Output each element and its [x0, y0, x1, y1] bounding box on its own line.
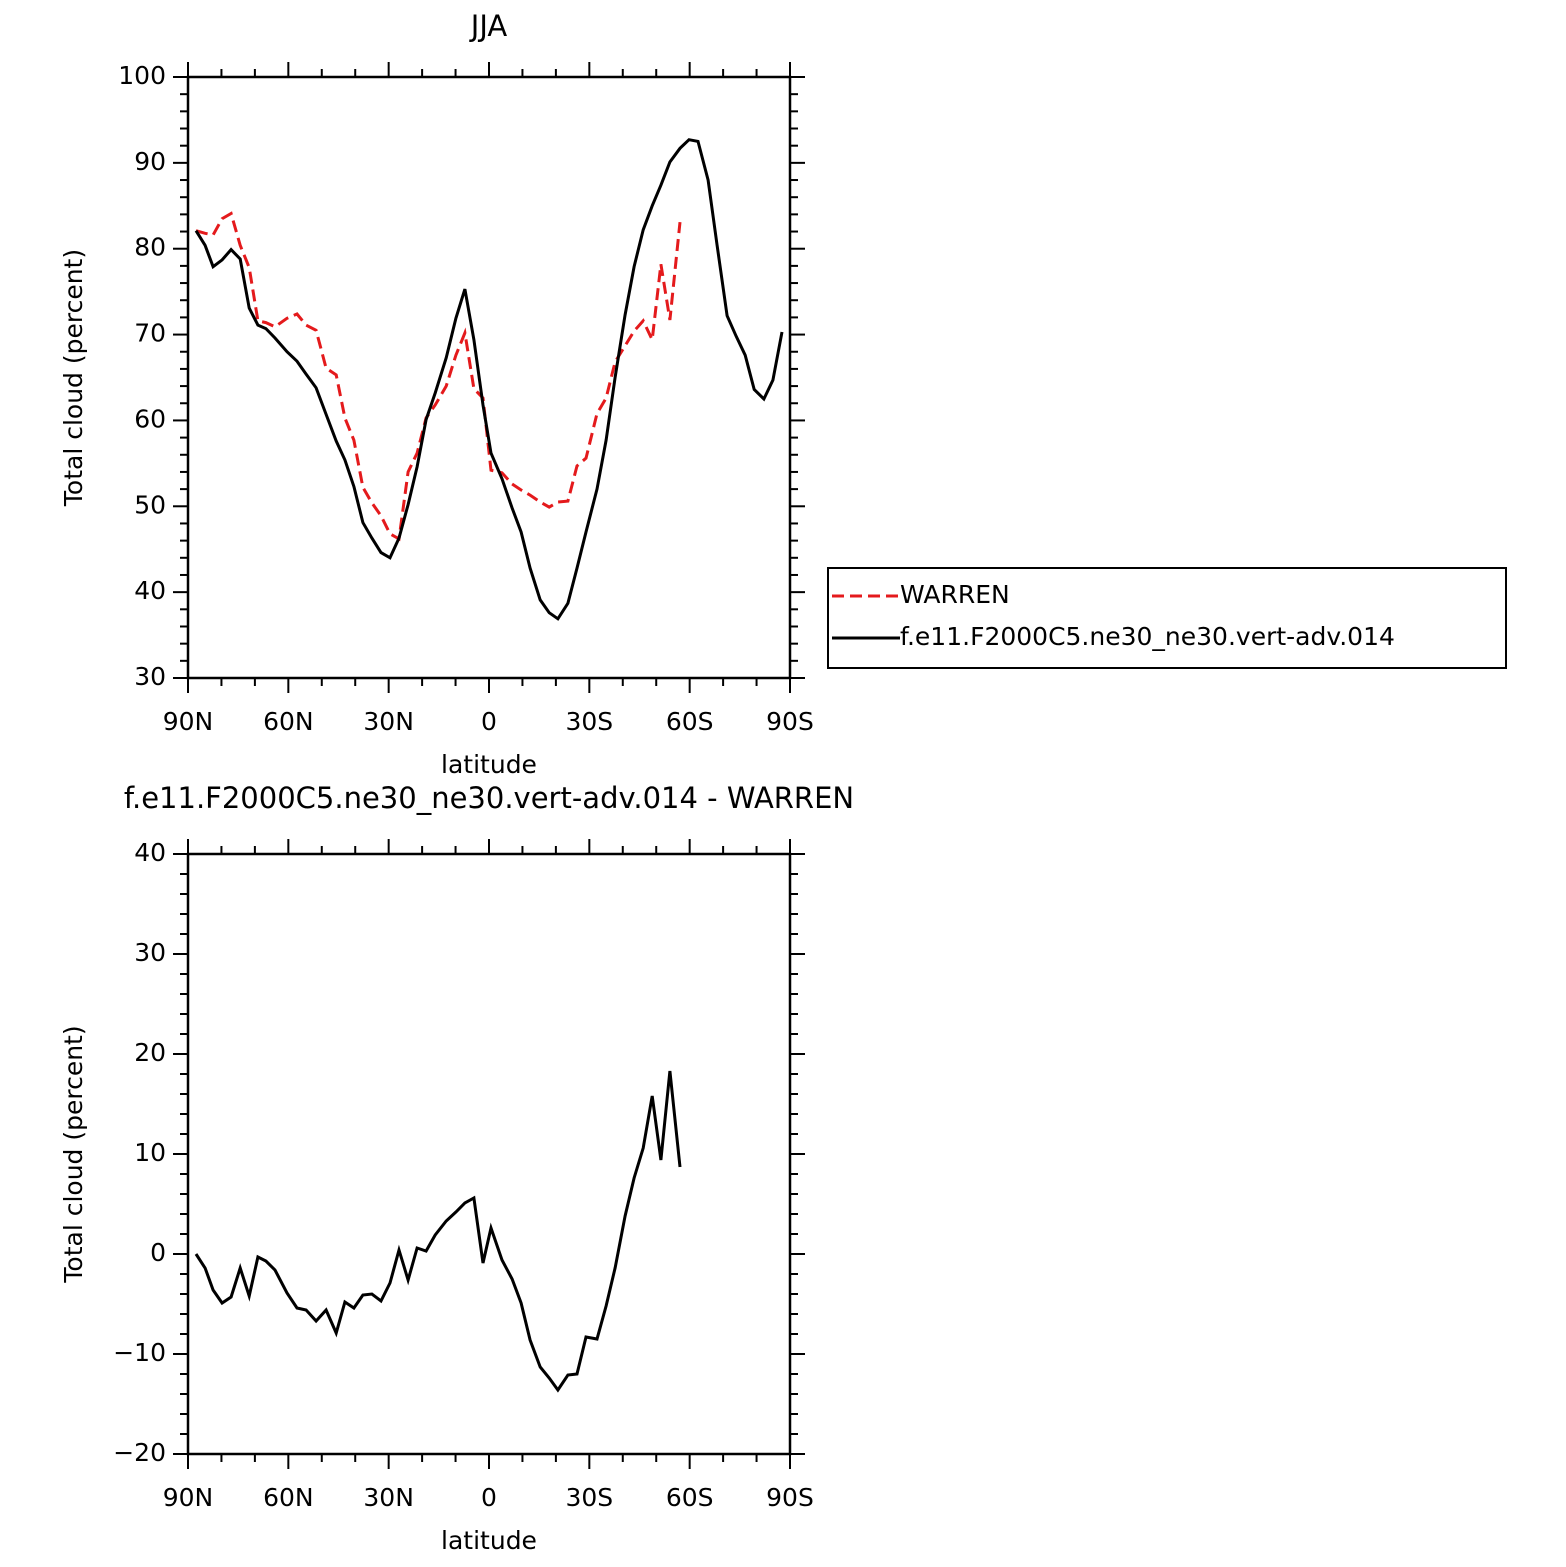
legend-label: f.e11.F2000C5.ne30_ne30.vert-adv.014	[900, 622, 1395, 651]
y-tick-label: 30	[134, 662, 166, 691]
y-tick-label: −20	[113, 1438, 166, 1467]
y-tick-label: 60	[134, 404, 166, 433]
x-tick-label: 60N	[263, 1483, 314, 1512]
plot-frame	[186, 852, 792, 1456]
series-line	[195, 211, 682, 542]
y-tick-label: 80	[134, 233, 166, 262]
x-tick-label: 30S	[565, 707, 613, 736]
y-tick-label: 70	[134, 319, 166, 348]
x-tick-label: 0	[481, 1483, 497, 1512]
x-tick-label: 90S	[766, 707, 814, 736]
y-axis-label: Total cloud (percent)	[59, 1025, 88, 1283]
chart-title: f.e11.F2000C5.ne30_ne30.vert-adv.014 - W…	[124, 781, 854, 815]
y-tick-label: 20	[134, 1038, 166, 1067]
y-tick-label: 100	[118, 61, 166, 90]
series-line	[194, 1070, 682, 1393]
y-tick-label: 50	[134, 490, 166, 519]
legend-label: WARREN	[900, 580, 1010, 609]
y-tick-label: 0	[150, 1238, 166, 1267]
x-tick-label: 30N	[363, 1483, 414, 1512]
legend-box	[827, 567, 1507, 669]
x-tick-label: 90N	[163, 707, 214, 736]
plot-frame	[186, 75, 792, 680]
x-tick-label: 90S	[766, 1483, 814, 1512]
x-tick-label: 30N	[363, 707, 414, 736]
y-axis-label: Total cloud (percent)	[59, 249, 88, 507]
y-tick-label: 90	[134, 147, 166, 176]
x-axis-label: latitude	[441, 750, 537, 779]
x-tick-label: 60S	[666, 1483, 714, 1512]
y-tick-label: 40	[134, 838, 166, 867]
y-tick-label: −10	[113, 1338, 166, 1367]
x-tick-label: 90N	[163, 1483, 214, 1512]
chart-title: JJA	[469, 9, 508, 43]
x-tick-label: 60S	[666, 707, 714, 736]
series-line	[194, 138, 784, 621]
x-tick-label: 60N	[263, 707, 314, 736]
y-tick-label: 30	[134, 938, 166, 967]
x-tick-label: 30S	[565, 1483, 613, 1512]
y-tick-label: 10	[134, 1138, 166, 1167]
x-tick-label: 0	[481, 707, 497, 736]
y-tick-label: 40	[134, 576, 166, 605]
x-axis-label: latitude	[441, 1526, 537, 1555]
